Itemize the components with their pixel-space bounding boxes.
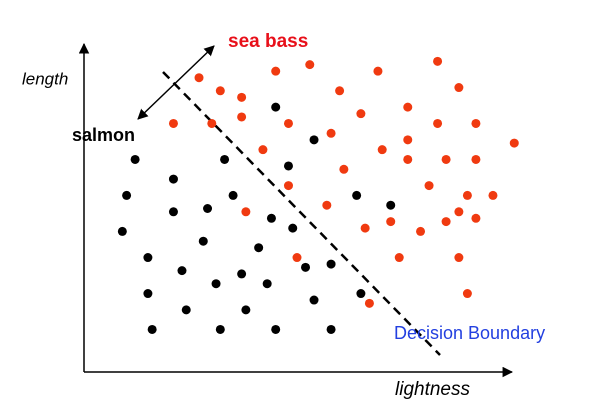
point xyxy=(403,154,413,164)
point xyxy=(168,174,178,184)
point xyxy=(271,324,281,334)
point xyxy=(433,118,443,128)
point xyxy=(198,236,208,246)
class-label: salmon xyxy=(72,125,135,145)
point xyxy=(356,289,366,299)
point xyxy=(203,204,213,213)
y-axis-label: length xyxy=(22,69,68,88)
point xyxy=(509,138,519,148)
class-label: sea bass xyxy=(228,31,308,52)
point xyxy=(241,305,251,315)
point xyxy=(386,217,396,227)
point xyxy=(143,253,153,263)
point xyxy=(181,305,191,315)
point xyxy=(335,86,345,96)
point xyxy=(288,223,298,233)
point xyxy=(215,86,225,96)
point xyxy=(471,118,481,128)
point xyxy=(258,145,268,155)
point xyxy=(271,102,281,112)
point xyxy=(377,145,387,155)
point xyxy=(309,135,319,145)
point xyxy=(237,92,247,102)
point xyxy=(177,266,187,276)
point xyxy=(471,213,481,223)
point xyxy=(283,118,293,128)
point xyxy=(266,213,276,223)
point xyxy=(403,135,413,145)
point xyxy=(301,262,311,272)
point xyxy=(433,56,443,66)
point xyxy=(386,200,396,210)
point xyxy=(228,190,238,200)
point xyxy=(194,73,204,83)
point xyxy=(237,269,247,279)
point xyxy=(305,60,315,70)
point xyxy=(122,190,132,200)
point xyxy=(339,164,349,174)
margin-arrow xyxy=(137,45,215,120)
point xyxy=(462,289,472,299)
point xyxy=(326,259,336,269)
point xyxy=(143,289,153,299)
point xyxy=(241,207,251,217)
point xyxy=(326,128,336,138)
point xyxy=(220,154,230,164)
point xyxy=(117,226,127,236)
point xyxy=(441,154,451,164)
point xyxy=(283,161,293,171)
annotation: Decision Boundary xyxy=(394,323,545,343)
point xyxy=(309,295,319,305)
point xyxy=(454,253,464,263)
x-axis-label: lightness xyxy=(395,379,470,400)
point xyxy=(168,118,178,128)
point xyxy=(211,279,221,289)
point xyxy=(471,154,481,164)
point xyxy=(237,112,247,122)
point xyxy=(356,109,366,119)
point xyxy=(416,226,426,236)
point xyxy=(454,83,464,93)
point xyxy=(373,66,383,76)
point xyxy=(168,207,178,217)
point xyxy=(403,102,413,112)
point xyxy=(424,181,434,191)
point xyxy=(352,190,362,200)
point xyxy=(292,253,302,263)
point xyxy=(394,253,404,263)
point xyxy=(322,200,332,210)
point xyxy=(207,118,217,128)
point xyxy=(215,324,225,334)
point xyxy=(130,154,140,164)
point xyxy=(147,324,157,334)
decision-boundary xyxy=(162,71,441,356)
point xyxy=(488,190,498,200)
point xyxy=(326,324,336,334)
points xyxy=(117,56,519,334)
point xyxy=(364,298,374,308)
point xyxy=(360,223,370,233)
point xyxy=(462,190,472,200)
point xyxy=(262,279,272,289)
point xyxy=(271,66,281,76)
point xyxy=(283,181,293,191)
point xyxy=(254,243,264,253)
point xyxy=(454,207,464,217)
point xyxy=(441,217,451,227)
